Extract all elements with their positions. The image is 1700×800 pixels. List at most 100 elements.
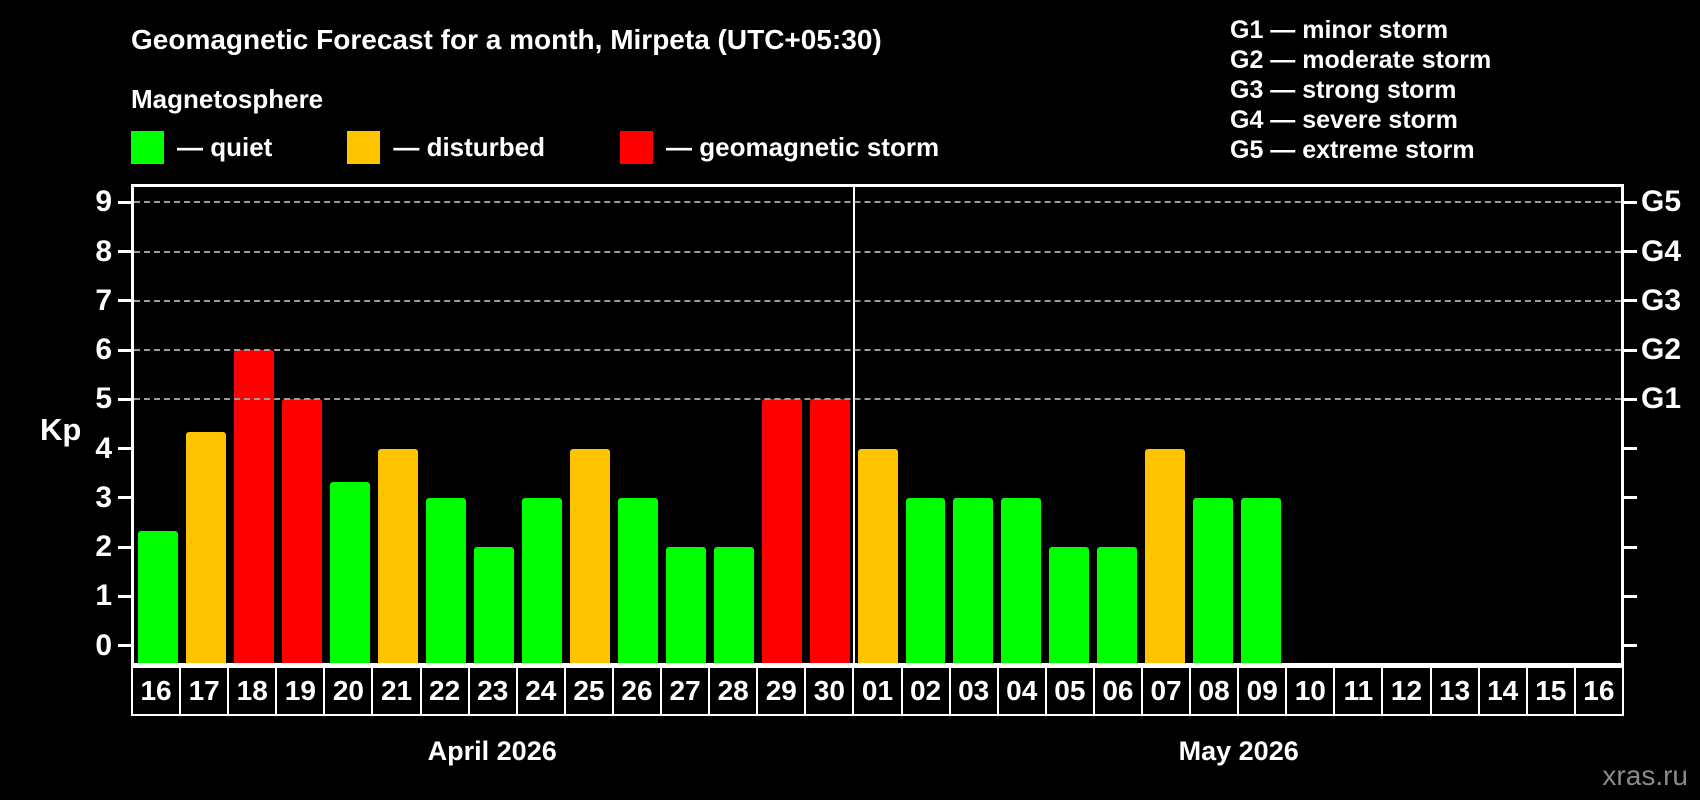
day-label-may-01: 01: [854, 666, 903, 716]
day-slot-may-08: [1189, 187, 1237, 663]
kp-bar-april-20: [329, 481, 370, 663]
g-legend-line-g4: G4 — severe storm: [1230, 106, 1458, 134]
legend-label-quiet: — quiet: [177, 132, 273, 162]
right-tick-kp-2: [1624, 545, 1637, 549]
legend-item-storm: — geomagnetic storm: [620, 131, 939, 164]
kp-bar-april-29: [761, 399, 802, 663]
kp-bar-april-30: [809, 399, 850, 663]
day-slot-april-22: [422, 187, 470, 663]
kp-bar-april-23: [473, 547, 514, 663]
kp-bar-may-09: [1241, 497, 1282, 663]
right-axis-label-g4: G4: [1641, 234, 1682, 268]
left-tick-kp-7: [118, 299, 131, 303]
right-tick-kp-8: [1624, 250, 1637, 254]
storm-color-swatch: [620, 131, 654, 164]
kp-bar-april-22: [425, 497, 466, 663]
month-separator-line: [852, 187, 855, 663]
day-slot-may-12: [1381, 187, 1429, 663]
kp-bar-april-25: [569, 448, 610, 663]
day-slot-april-24: [518, 187, 566, 663]
day-slot-may-13: [1429, 187, 1477, 663]
day-label-may-05: 05: [1046, 666, 1095, 716]
day-slot-may-02: [902, 187, 950, 663]
right-tick-kp-0: [1624, 644, 1637, 648]
right-tick-kp-6: [1624, 348, 1637, 352]
day-label-april-19: 19: [277, 666, 326, 716]
day-label-may-12: 12: [1383, 666, 1432, 716]
day-label-april-28: 28: [710, 666, 759, 716]
kp-bar-may-03: [953, 497, 994, 663]
day-label-april-25: 25: [565, 666, 614, 716]
day-slot-april-21: [374, 187, 422, 663]
y-axis-title: Kp: [40, 412, 82, 447]
g-legend-line-g2: G2 — moderate storm: [1230, 46, 1492, 74]
y-tick-label-4: 4: [95, 431, 112, 465]
day-label-april-27: 27: [662, 666, 711, 716]
day-slot-april-26: [614, 187, 662, 663]
gridline-kp-6: [134, 349, 1621, 352]
day-slot-may-16: [1573, 187, 1621, 663]
kp-bar-april-21: [377, 448, 418, 663]
right-tick-kp-7: [1624, 299, 1637, 303]
day-slot-april-23: [470, 187, 518, 663]
day-label-april-16: 16: [131, 666, 182, 716]
left-tick-kp-6: [118, 348, 131, 352]
day-label-may-02: 02: [902, 666, 951, 716]
y-tick-label-1: 1: [95, 579, 112, 613]
day-axis-row: 16 17 18 19 20 21 22 23 24 25 26 27 28 29 30 01 02 03 04 05…: [131, 666, 1624, 716]
left-tick-kp-4: [118, 447, 131, 451]
watermark: xras.ru: [1602, 760, 1688, 791]
day-slot-april-29: [758, 187, 806, 663]
day-label-may-06: 06: [1094, 666, 1143, 716]
day-slot-april-30: [806, 187, 854, 663]
month-label-may: May 2026: [1178, 736, 1299, 766]
y-tick-label-2: 2: [95, 530, 112, 564]
day-label-may-14: 14: [1479, 666, 1528, 716]
legend-label-storm: — geomagnetic storm: [666, 132, 940, 162]
gridline-kp-8: [134, 250, 1621, 253]
right-axis-label-g3: G3: [1641, 283, 1682, 317]
kp-bar-april-18: [233, 350, 274, 663]
kp-bar-april-16: [138, 530, 178, 663]
right-tick-kp-1: [1624, 594, 1637, 598]
kp-bar-may-02: [905, 497, 946, 663]
day-label-may-11: 11: [1335, 666, 1384, 716]
day-label-april-29: 29: [758, 666, 807, 716]
right-axis-label-g1: G1: [1641, 382, 1682, 416]
plot-area: [118, 184, 1637, 666]
magnetosphere-heading: Magnetosphere: [131, 84, 324, 114]
day-label-april-23: 23: [469, 666, 518, 716]
g-scale-legend: G1 — minor storm G2 — moderate storm G3 …: [1230, 15, 1491, 165]
day-label-april-18: 18: [229, 666, 278, 716]
kp-bar-april-17: [185, 432, 226, 663]
legend-label-disturbed: — disturbed: [393, 132, 546, 162]
magnetosphere-legend: — quiet — disturbed — geomagnetic storm: [131, 131, 939, 164]
left-tick-kp-0: [118, 644, 131, 648]
right-tick-kp-5: [1624, 397, 1637, 401]
kp-bar-may-07: [1145, 448, 1186, 663]
day-slot-april-18: [230, 187, 278, 663]
y-tick-label-9: 9: [95, 185, 112, 219]
bars-container: [134, 187, 1621, 663]
day-slot-april-19: [278, 187, 326, 663]
day-slot-april-16: [134, 187, 182, 663]
day-label-april-21: 21: [373, 666, 422, 716]
day-label-may-13: 13: [1431, 666, 1480, 716]
y-tick-label-6: 6: [95, 333, 112, 367]
month-labels-row: April 2026 May 2026: [131, 736, 1624, 770]
month-label-april: April 2026: [427, 736, 557, 766]
left-tick-kp-9: [118, 200, 131, 204]
legend-item-quiet: — quiet: [131, 131, 272, 164]
day-label-april-30: 30: [806, 666, 855, 716]
day-label-may-03: 03: [950, 666, 999, 716]
day-label-april-22: 22: [421, 666, 470, 716]
left-tick-kp-1: [118, 594, 131, 598]
right-tick-kp-9: [1624, 200, 1637, 204]
kp-bar-april-26: [617, 497, 658, 663]
day-slot-april-25: [566, 187, 614, 663]
gridline-kp-5: [134, 398, 1621, 401]
g-legend-line-g3: G3 — strong storm: [1230, 76, 1457, 104]
day-slot-april-27: [662, 187, 710, 663]
day-label-april-17: 17: [181, 666, 230, 716]
